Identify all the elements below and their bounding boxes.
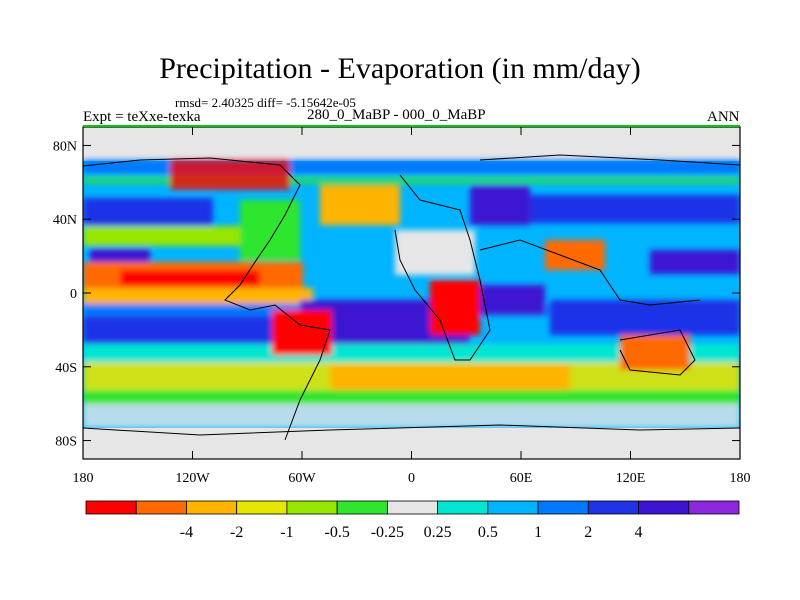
season-label: ANN xyxy=(707,109,740,125)
colorbar-swatch xyxy=(85,500,137,515)
lon-tick-label: 180 xyxy=(73,471,94,486)
colorbar-swatch xyxy=(537,500,589,515)
lat-tick-label: 80N xyxy=(53,139,77,154)
lat-tick-label: 0 xyxy=(70,287,77,302)
colorbar-swatch xyxy=(437,500,489,515)
colorbar-swatch xyxy=(386,500,439,515)
experiment-label: Expt = teXxe-texka xyxy=(83,109,201,125)
colorbar-swatch xyxy=(135,500,187,515)
colorbar-label: 4 xyxy=(635,524,643,541)
colorbar-label: 0.25 xyxy=(424,524,452,541)
colorbar-swatch xyxy=(286,500,338,515)
colorbar-label: -0.5 xyxy=(324,524,349,541)
lon-tick-label: 120E xyxy=(616,471,646,486)
colorbar-swatch xyxy=(236,500,288,515)
colorbar-swatch xyxy=(638,500,690,515)
lat-tick-label: 40N xyxy=(53,213,77,228)
colorbar-swatch xyxy=(487,500,539,515)
rmsd-diff-stats: rmsd= 2.40325 diff= -5.15642e-05 xyxy=(175,95,356,110)
longitude-axis: 180 120W 60W 0 60E 120E 180 xyxy=(73,127,751,486)
colorbar-label: -0.25 xyxy=(371,524,404,541)
lat-tick-label: 80S xyxy=(55,435,77,450)
colorbar: -4 -2 -1 -0.5 -0.25 0.25 0.5 1 2 4 xyxy=(85,500,740,541)
lon-tick-label: 60W xyxy=(288,471,316,486)
lon-tick-label: 60E xyxy=(510,471,533,486)
colorbar-label: -4 xyxy=(180,524,193,541)
precip-evap-field xyxy=(83,127,740,459)
plot-title: Precipitation - Evaporation (in mm/day) xyxy=(159,52,641,85)
lon-tick-label: 120W xyxy=(175,471,210,486)
colorbar-label: -2 xyxy=(230,524,243,541)
colorbar-label: 2 xyxy=(584,524,592,541)
period-label: 280_0_MaBP - 000_0_MaBP xyxy=(307,107,486,123)
colorbar-label: -1 xyxy=(280,524,293,541)
colorbar-swatch xyxy=(186,500,238,515)
colorbar-label: 0.5 xyxy=(478,524,498,541)
colorbar-swatch xyxy=(688,500,740,515)
colorbar-swatch xyxy=(336,500,388,515)
lon-tick-label: 180 xyxy=(730,471,751,486)
lat-tick-label: 40S xyxy=(55,361,77,376)
colorbar-label: 1 xyxy=(534,524,542,541)
colorbar-swatch xyxy=(587,500,639,515)
lon-tick-label: 0 xyxy=(408,471,415,486)
latitude-axis: 80N 40N 0 40S 80S xyxy=(53,139,740,450)
